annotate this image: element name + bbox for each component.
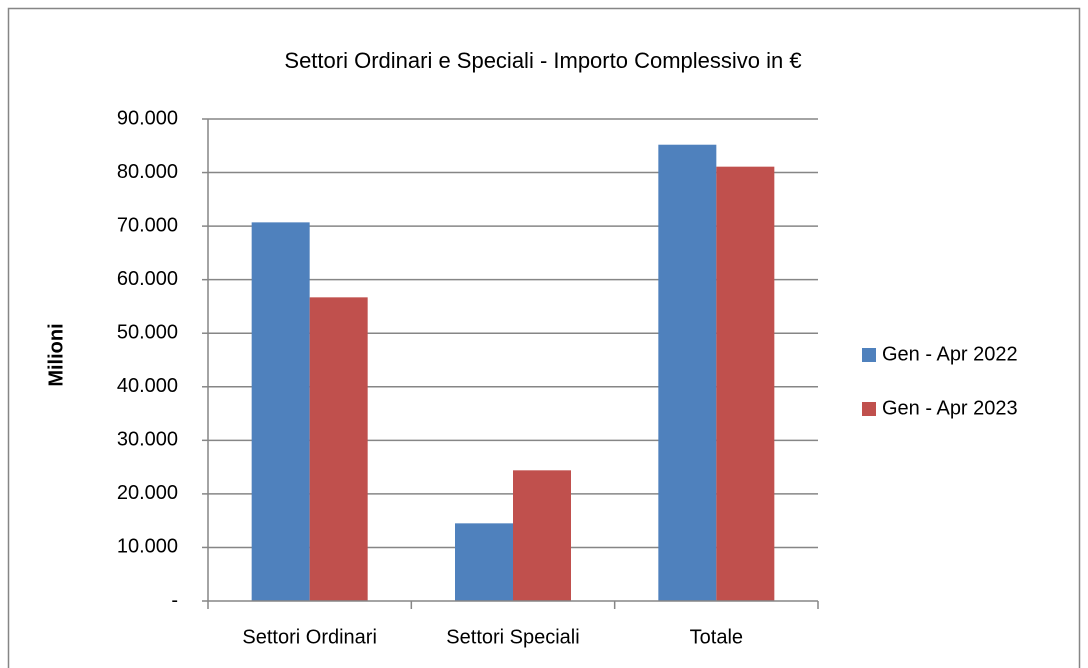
y-tick-label: 10.000 [117, 536, 178, 558]
legend-swatch [862, 348, 876, 362]
legend-swatch [862, 402, 876, 416]
y-tick-label: 90.000 [117, 107, 178, 129]
y-tick-label: 50.000 [117, 322, 178, 344]
legend-label: Gen - Apr 2023 [882, 397, 1018, 419]
bar [513, 470, 571, 601]
bar [658, 144, 717, 601]
x-tick-label: Totale [690, 626, 743, 648]
x-tick-label: Settori Speciali [446, 626, 579, 648]
bar [251, 222, 310, 601]
x-tick-label: Settori Ordinari [242, 626, 377, 648]
y-tick-label: 70.000 [117, 214, 178, 236]
y-tick-label: 40.000 [117, 375, 178, 397]
y-tick-label: 30.000 [117, 429, 178, 451]
y-tick-label: - [171, 589, 178, 611]
y-tick-label: 60.000 [117, 268, 178, 290]
y-tick-label: 80.000 [117, 161, 178, 183]
bar [455, 523, 513, 601]
bar [716, 166, 775, 602]
chart-title: Settori Ordinari e Speciali - Importo Co… [284, 48, 801, 73]
bar [309, 297, 368, 601]
y-tick-label: 20.000 [117, 482, 178, 504]
y-axis-label: Milioni [45, 323, 67, 386]
legend-label: Gen - Apr 2022 [882, 343, 1018, 365]
